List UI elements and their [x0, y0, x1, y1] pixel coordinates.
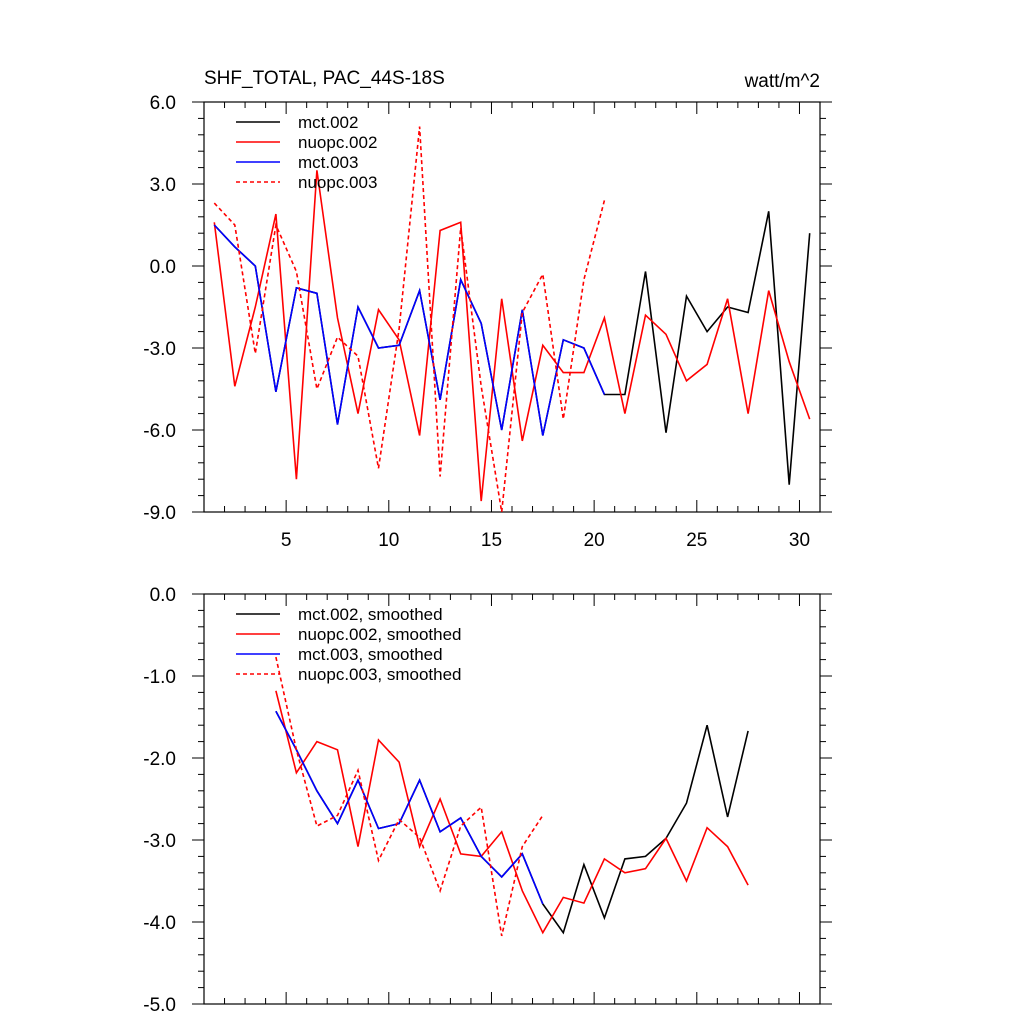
chart-title: SHF_TOTAL, PAC_44S-18S [204, 68, 445, 89]
top-legend-label: mct.003 [298, 153, 358, 172]
bottom-y-tick-label: -3.0 [143, 831, 176, 852]
bottom-series-lines [275, 656, 749, 937]
top-axes: 5 10 15 20 25 30 -9.0 -6.0 -3.0 0.0 3.0 6.0 [143, 93, 832, 551]
top-x-tick-label: 30 [789, 530, 810, 551]
bottom-y-tick-label: -5.0 [143, 995, 176, 1016]
bottom-y-tick-label: -4.0 [143, 913, 176, 934]
top-y-tick-label: 6.0 [150, 93, 176, 114]
top-y-tick-label: 0.0 [150, 257, 176, 278]
bottom-series-line-mct-003-smoothed [275, 710, 544, 905]
top-x-tick-label: 5 [281, 530, 292, 551]
top-x-tick-label: 10 [378, 530, 399, 551]
top-series-line-mct-002 [213, 211, 811, 485]
bottom-plot-frame [203, 593, 821, 1005]
bottom-y-tick-label: -1.0 [143, 667, 176, 688]
bottom-series-line-nuopc-002-smoothed [275, 690, 749, 935]
top-y-tick-label: -6.0 [143, 421, 176, 442]
top-legend-label: nuopc.002 [298, 133, 377, 152]
top-y-tick-label: -9.0 [143, 503, 176, 524]
bottom-series-line-mct-002-smoothed [275, 710, 749, 935]
top-legend-label: mct.002 [298, 113, 358, 132]
bottom-legend-label: nuopc.003, smoothed [298, 665, 462, 684]
top-y-tick-label: 3.0 [150, 175, 176, 196]
top-series-lines [213, 126, 811, 513]
top-x-tick-label: 15 [481, 530, 502, 551]
bottom-y-tick-label: -2.0 [143, 749, 176, 770]
top-y-tick-label: -3.0 [143, 339, 176, 360]
units-label: watt/m^2 [744, 71, 820, 92]
bottom-legend-label: nuopc.002, smoothed [298, 625, 462, 644]
top-series-line-nuopc-002 [213, 170, 811, 502]
bottom-legend-label: mct.002, smoothed [298, 605, 443, 624]
top-x-tick-label: 25 [686, 530, 707, 551]
bottom-series-line-nuopc-003-smoothed [275, 656, 544, 937]
bottom-legend-label: mct.003, smoothed [298, 645, 443, 664]
bottom-axes: -5.0 -4.0 -3.0 -2.0 -1.0 0.0 [143, 585, 832, 1016]
top-series-line-mct-003 [213, 224, 606, 436]
bottom-y-tick-label: 0.0 [150, 585, 176, 606]
top-legend-label: nuopc.003 [298, 173, 377, 192]
top-x-tick-label: 20 [584, 530, 605, 551]
